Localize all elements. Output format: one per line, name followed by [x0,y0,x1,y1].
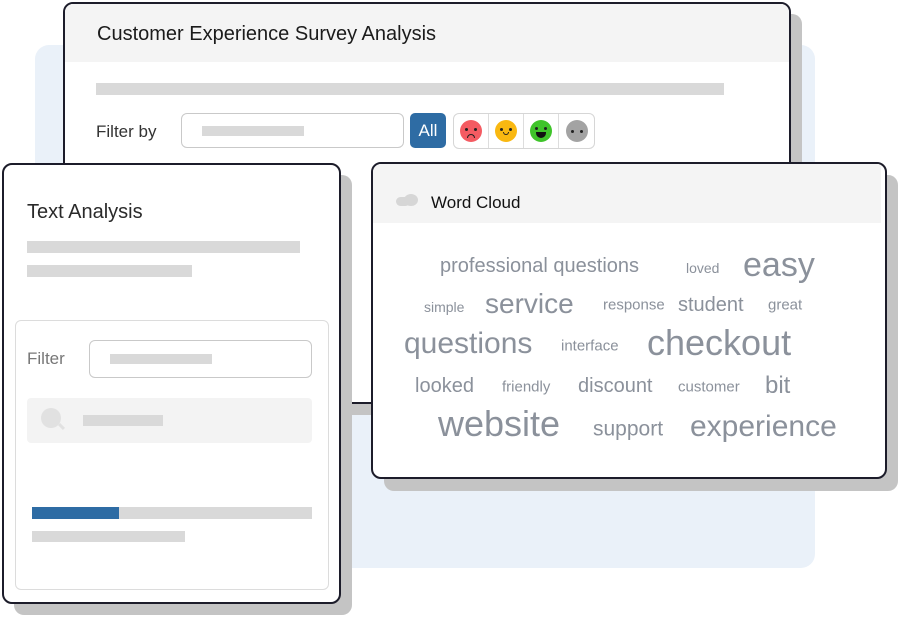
word-cloud-word[interactable]: service [485,288,574,319]
word-cloud-word[interactable]: checkout [647,322,792,363]
search-icon [41,408,66,431]
word-cloud-word[interactable]: simple [424,299,465,315]
placeholder-bar [27,265,192,277]
happy-face-icon [530,120,552,142]
search-bar[interactable] [27,398,312,443]
neutral-face-icon [495,120,517,142]
input-placeholder [110,354,212,364]
word-cloud-word[interactable]: bit [765,372,791,399]
text-analysis-card: Text Analysis Filter [2,163,341,604]
word-cloud-word[interactable]: loved [686,260,720,276]
survey-title: Customer Experience Survey Analysis [97,23,437,45]
filter-panel: Filter [15,320,329,590]
text-analysis-title: Text Analysis [27,201,143,223]
word-cloud-word[interactable]: questions [404,327,533,360]
progress-fill [32,507,119,519]
placeholder-bar [32,531,185,542]
word-cloud-word[interactable]: professional questions [440,255,640,277]
filter-label: Filter [27,349,65,368]
sentiment-neutral-button[interactable] [489,114,524,148]
placeholder-bar [27,241,300,253]
word-cloud-word[interactable]: experience [690,410,837,443]
filter-input[interactable] [181,113,404,148]
word-cloud-word[interactable]: easy [743,246,815,284]
word-cloud-card: Word Cloud professional questions loved ea… [371,162,887,479]
search-placeholder [83,415,163,426]
survey-header: Customer Experience Survey Analysis [65,4,789,62]
word-cloud-word[interactable]: friendly [502,378,551,396]
word-cloud-header: Word Cloud [373,164,881,223]
word-cloud-title: Word Cloud [431,193,521,212]
blank-face-icon [565,120,588,142]
word-cloud-word[interactable]: student [678,294,744,316]
sad-face-icon [460,120,482,142]
input-placeholder [202,126,304,136]
sentiment-none-button[interactable] [559,114,594,148]
placeholder-bar [96,83,724,95]
filter-input[interactable] [89,340,312,378]
progress-bar [32,507,312,519]
sentiment-negative-button[interactable] [454,114,489,148]
all-filter-button[interactable]: All [410,113,446,148]
word-cloud-word[interactable]: interface [561,337,619,355]
sentiment-positive-button[interactable] [524,114,559,148]
word-cloud-word[interactable]: great [768,296,803,314]
word-cloud-word[interactable]: looked [415,375,474,397]
word-cloud-word[interactable]: website [438,403,561,444]
filter-label: Filter by [96,122,157,141]
sentiment-filter-group [453,113,595,149]
cloud-icon [396,194,418,206]
word-cloud-word[interactable]: discount [578,375,653,397]
word-cloud-word[interactable]: customer [678,378,740,396]
word-cloud-word[interactable]: support [593,417,664,441]
word-cloud-word[interactable]: response [603,296,665,314]
